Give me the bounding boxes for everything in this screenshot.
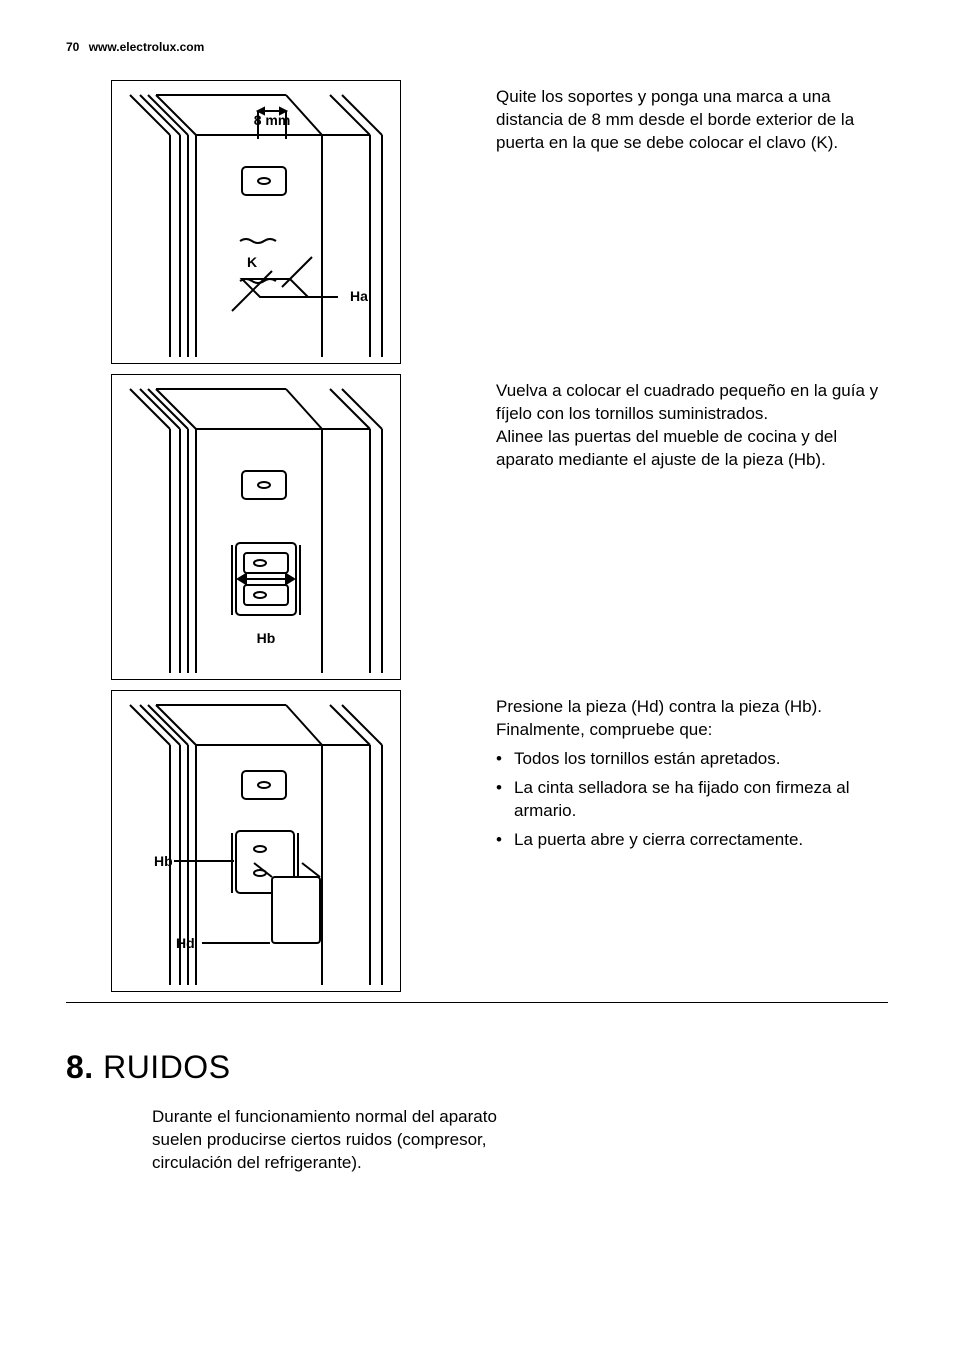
diagram-col-3: Hb Hd	[66, 690, 446, 992]
site-url: www.electrolux.com	[89, 40, 205, 54]
instruction-text-3: Presione la pieza (Hd) contra la pieza (…	[446, 690, 888, 858]
instruction-row-2: Hb Vuelva a colocar el cuadrado pequeño …	[66, 374, 888, 680]
section-number: 8.	[66, 1049, 94, 1085]
label-k: K	[247, 254, 257, 270]
diagram-col-2: Hb	[66, 374, 446, 680]
page-content: 8 mm K Ha Quite los soportes y ponga una…	[66, 80, 888, 1175]
list-item: Todos los tornillos están apretados.	[496, 748, 888, 771]
list-item: La puerta abre y cierra correctamente.	[496, 829, 888, 852]
page-number: 70	[66, 40, 79, 54]
label-ha: Ha	[350, 288, 368, 304]
paragraph: Quite los soportes y ponga una marca a u…	[496, 86, 888, 155]
section-title: RUIDOS	[103, 1049, 230, 1085]
section-heading: 8. RUIDOS	[66, 1049, 888, 1086]
instruction-text-2: Vuelva a colocar el cuadrado pequeño en …	[446, 374, 888, 472]
label-hd: Hd	[176, 935, 195, 951]
diagram-3: Hb Hd	[111, 690, 401, 992]
diagram-3-svg: Hb Hd	[112, 691, 400, 991]
list-item: La cinta selladora se ha fijado con firm…	[496, 777, 888, 823]
paragraph: Presione la pieza (Hd) contra la pieza (…	[496, 696, 888, 742]
paragraph: Vuelva a colocar el cuadrado pequeño en …	[496, 380, 888, 472]
diagram-col-1: 8 mm K Ha	[66, 80, 446, 364]
diagram-1-svg: 8 mm K Ha	[112, 81, 400, 363]
label-8mm: 8 mm	[254, 112, 291, 128]
label-hb2: Hb	[154, 853, 173, 869]
diagram-2-svg: Hb	[112, 375, 400, 679]
instruction-row-1: 8 mm K Ha Quite los soportes y ponga una…	[66, 80, 888, 364]
instruction-text-1: Quite los soportes y ponga una marca a u…	[446, 80, 888, 155]
section-body: Durante el funcionamiento normal del apa…	[152, 1106, 512, 1175]
instruction-row-3: Hb Hd Presione la pieza (Hd) contra la p…	[66, 690, 888, 992]
page-header: 70 www.electrolux.com	[66, 40, 204, 54]
label-hb: Hb	[257, 630, 276, 646]
section-divider	[66, 1002, 888, 1003]
check-list: Todos los tornillos están apretados. La …	[496, 748, 888, 852]
diagram-2: Hb	[111, 374, 401, 680]
diagram-1: 8 mm K Ha	[111, 80, 401, 364]
